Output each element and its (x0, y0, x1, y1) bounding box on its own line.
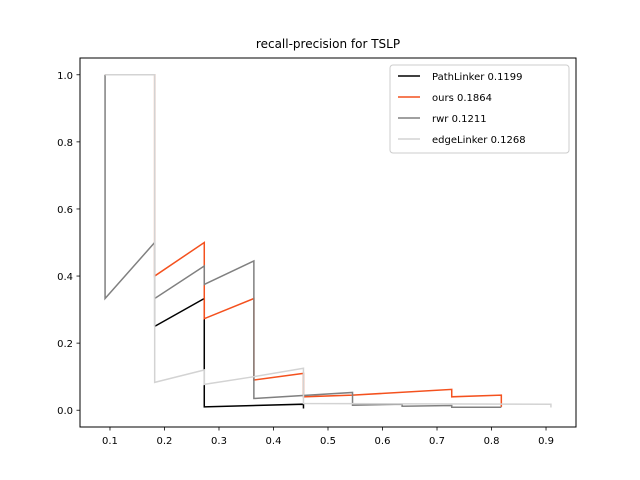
x-tick-label: 0.2 (157, 436, 173, 447)
x-tick-label: 0.7 (429, 436, 445, 447)
x-tick-label: 0.1 (102, 436, 118, 447)
series-line-1 (105, 74, 503, 407)
y-tick-label: 0.8 (57, 138, 73, 149)
y-tick-label: 0.6 (57, 205, 73, 216)
y-tick-label: 0.0 (57, 406, 73, 417)
y-tick-label: 0.2 (57, 339, 73, 350)
legend-label: ours 0.1864 (432, 93, 492, 104)
series-line-3 (105, 74, 552, 408)
x-tick-label: 0.5 (320, 436, 336, 447)
y-tick-label: 0.4 (57, 272, 73, 283)
legend: PathLinker 0.1199 ours 0.1864 rwr 0.1211 ed… (389, 64, 570, 154)
x-tick-label: 0.4 (266, 436, 282, 447)
x-tick-label: 0.9 (538, 436, 554, 447)
x-tick-label: 0.3 (211, 436, 227, 447)
chart-title: recall-precision for TSLP (256, 37, 400, 51)
x-tick-label: 0.6 (375, 436, 391, 447)
x-axis: 0.1 0.2 0.3 0.4 0.5 0.6 0.7 0.8 0.9 (102, 427, 554, 447)
legend-label: edgeLinker 0.1268 (432, 135, 526, 146)
series-line-0 (154, 297, 305, 409)
x-tick-label: 0.8 (484, 436, 500, 447)
y-tick-label: 1.0 (57, 71, 73, 82)
legend-label: PathLinker 0.1199 (432, 72, 523, 83)
legend-label: rwr 0.1211 (432, 114, 487, 125)
legend-box (389, 64, 570, 154)
series-layer (104, 74, 552, 409)
y-axis: 0.0 0.2 0.4 0.6 0.8 1.0 (57, 71, 80, 417)
